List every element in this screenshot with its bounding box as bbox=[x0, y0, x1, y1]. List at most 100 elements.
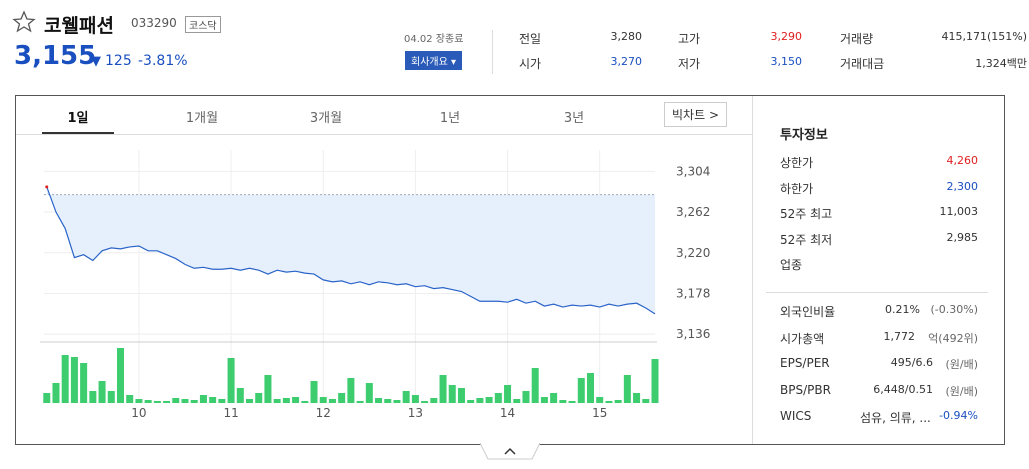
stat-value: 3,270 bbox=[610, 55, 643, 68]
volume-bar bbox=[227, 358, 235, 403]
volume-bar bbox=[246, 399, 254, 403]
info-label: 업종 bbox=[780, 258, 803, 272]
info-extra: (-0.30%) bbox=[930, 303, 979, 316]
stat-label: 거래량 bbox=[840, 32, 874, 46]
info-extra: 억(492위) bbox=[928, 331, 978, 345]
volume-bar bbox=[651, 359, 659, 403]
x-tick-label: 12 bbox=[316, 406, 331, 420]
info-label: 52주 최고 bbox=[780, 207, 833, 221]
volume-bar bbox=[144, 400, 152, 403]
tab-underline bbox=[42, 132, 114, 134]
change: 125 bbox=[105, 53, 132, 69]
big-chart-button[interactable]: 빅차트 > bbox=[664, 102, 727, 127]
volume-bar bbox=[402, 391, 410, 403]
stat-value: 3,290 bbox=[770, 30, 803, 43]
volume-bar bbox=[319, 397, 327, 403]
volume-bar bbox=[568, 401, 576, 403]
stock-name: 코웰패션 bbox=[44, 15, 114, 37]
info-label: EPS/PER bbox=[780, 356, 830, 370]
start-dot bbox=[45, 185, 49, 189]
x-tick-label: 10 bbox=[131, 406, 146, 420]
volume-bar bbox=[126, 395, 134, 403]
info-value: 2,985 bbox=[946, 230, 979, 244]
x-tick-label: 15 bbox=[592, 406, 607, 420]
volume-bar bbox=[485, 397, 493, 403]
stat-label: 고가 bbox=[678, 32, 701, 46]
volume-bar bbox=[605, 401, 613, 403]
tab[interactable]: 3개월 bbox=[309, 111, 343, 126]
info-label: 상한가 bbox=[780, 156, 814, 170]
tab-line bbox=[16, 134, 752, 135]
info-label: 하한가 bbox=[780, 181, 814, 196]
volume-bar bbox=[522, 391, 530, 403]
tab[interactable]: 1일 bbox=[67, 111, 89, 126]
change-rate: -3.81% bbox=[138, 53, 188, 69]
volume-bar bbox=[356, 401, 364, 403]
volume-bar bbox=[384, 399, 392, 403]
volume-bar bbox=[264, 375, 272, 403]
info-label: 시가총액 bbox=[780, 331, 825, 346]
stat-label: 시가 bbox=[519, 57, 542, 71]
x-tick-label: 14 bbox=[500, 406, 515, 420]
stat-label: 저가 bbox=[678, 57, 701, 71]
volume-bar bbox=[513, 399, 521, 403]
volume-bar bbox=[623, 375, 631, 403]
stat-value: 1,324백만 bbox=[975, 57, 1027, 70]
volume-bar bbox=[70, 357, 78, 403]
tab[interactable]: 3년 bbox=[563, 111, 585, 126]
volume-bar bbox=[439, 375, 447, 403]
collapse-tab[interactable] bbox=[480, 443, 540, 463]
volume-bar bbox=[310, 381, 318, 403]
volume-bar bbox=[365, 383, 373, 403]
volume-bar bbox=[375, 398, 383, 403]
volume-bar bbox=[199, 395, 207, 403]
y-tick-label: 3,220 bbox=[676, 246, 710, 260]
volume-bar bbox=[255, 393, 263, 403]
info-value: 4,260 bbox=[946, 154, 979, 167]
volume-bar bbox=[586, 373, 594, 403]
volume-bar bbox=[577, 378, 585, 403]
volume-bar bbox=[292, 397, 300, 403]
volume-bar bbox=[80, 363, 88, 403]
info-value: 1,772 bbox=[883, 329, 916, 343]
volume-bar bbox=[89, 391, 97, 403]
volume-bar bbox=[163, 401, 171, 403]
price: 3,155 bbox=[14, 41, 97, 71]
stat-value: 3,150 bbox=[770, 55, 803, 68]
change-icon: ▼ bbox=[91, 54, 101, 69]
info-label: 외국인비율 bbox=[780, 305, 836, 319]
price-line bbox=[46, 186, 656, 315]
volume-bar bbox=[135, 399, 143, 403]
volume-bar bbox=[209, 397, 217, 403]
volume-bar bbox=[282, 398, 290, 403]
volume-bar bbox=[559, 400, 567, 403]
divider bbox=[752, 96, 753, 444]
volume-bar bbox=[347, 378, 355, 403]
y-tick-label: 3,262 bbox=[676, 205, 710, 219]
market-badge: 코스닥 bbox=[185, 16, 221, 33]
volume-bar bbox=[393, 400, 401, 403]
info-title: 투자정보 bbox=[780, 128, 828, 143]
volume-bar bbox=[52, 383, 60, 403]
x-tick-label: 11 bbox=[223, 406, 238, 420]
y-tick-label: 3,136 bbox=[676, 327, 710, 341]
volume-bar bbox=[430, 398, 438, 403]
volume-bar bbox=[411, 395, 419, 403]
volume-bar bbox=[550, 393, 558, 403]
info-value: 11,003 bbox=[939, 205, 979, 218]
info-label: 52주 최저 bbox=[780, 232, 833, 247]
volume-bar bbox=[236, 388, 244, 403]
chart: 3,304 3,262 3,220 3,178 3,136 10 11 12 13 14 15 bbox=[40, 150, 710, 420]
tab[interactable]: 1개월 bbox=[185, 111, 219, 126]
info-label: WICS bbox=[780, 409, 812, 423]
volume-bar bbox=[494, 393, 502, 403]
company-button[interactable]: 회사개요 ▾ bbox=[405, 51, 463, 70]
volume-bar bbox=[116, 348, 124, 403]
volume-bar bbox=[61, 355, 69, 403]
divider bbox=[492, 30, 493, 74]
star-icon[interactable] bbox=[12, 10, 36, 34]
volume-bar bbox=[301, 401, 309, 403]
tab[interactable]: 1년 bbox=[439, 111, 461, 126]
volume-bar bbox=[448, 385, 456, 403]
